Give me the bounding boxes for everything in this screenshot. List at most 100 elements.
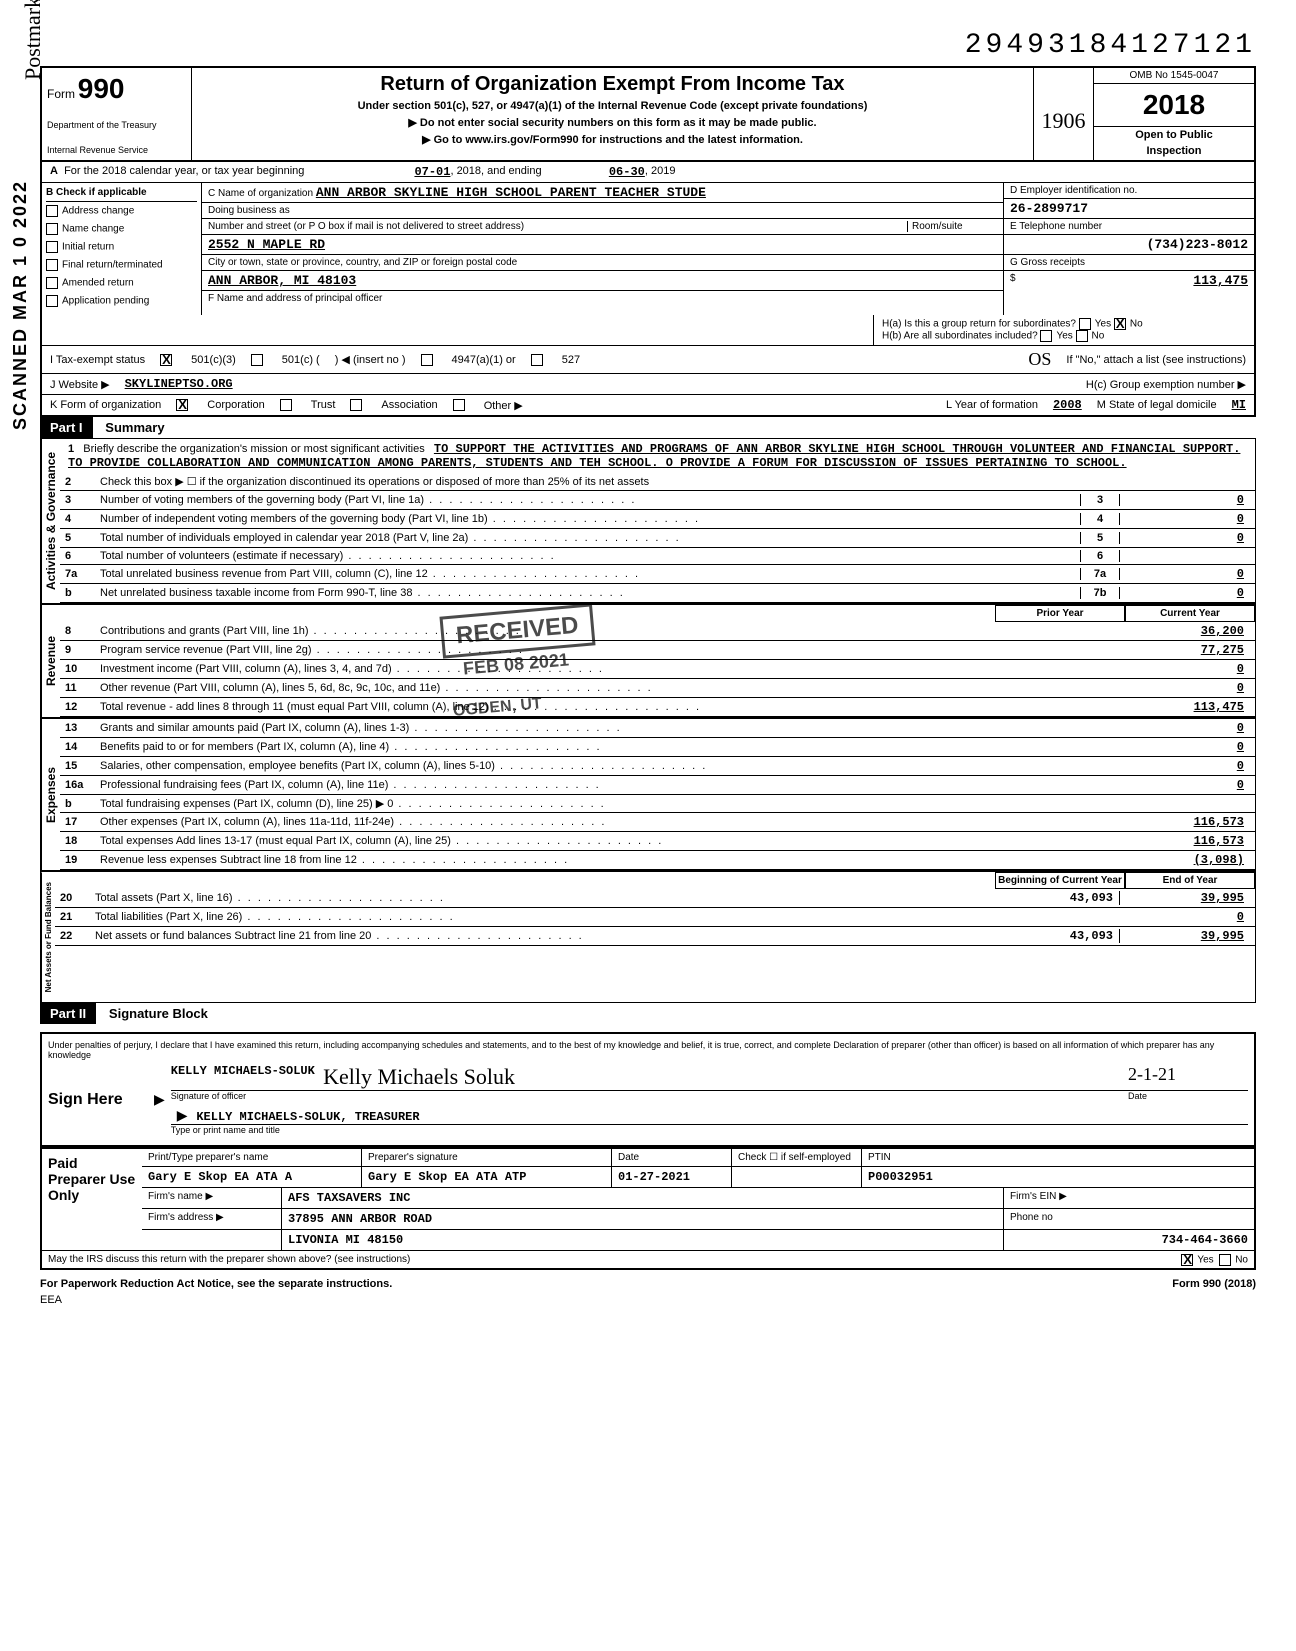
net-assets-section: Net Assets or Fund Balances Beginning of… (40, 871, 1256, 1003)
form-number: 990 (78, 73, 125, 104)
summary-line: 19Revenue less expenses Subtract line 18… (60, 851, 1255, 870)
rev-vert-label: Revenue (41, 605, 60, 717)
col-b-header: B Check if applicable (46, 187, 197, 202)
fo-corp[interactable] (176, 399, 188, 411)
fo-year: 2008 (1053, 398, 1082, 412)
footer-left: For Paperwork Reduction Act Notice, see … (40, 1278, 392, 1290)
name-label: C Name of organization (208, 188, 313, 199)
city-value: ANN ARBOR, MI 48103 (202, 271, 1003, 291)
discuss-text: May the IRS discuss this return with the… (48, 1254, 410, 1265)
te-527[interactable] (531, 354, 543, 366)
gross-label: G Gross receipts (1004, 255, 1254, 271)
summary-line: 4Number of independent voting members of… (60, 510, 1255, 529)
section-b-f: B Check if applicable Address changeName… (40, 183, 1256, 315)
firm-ein-label: Firm's EIN ▶ (1004, 1188, 1254, 1208)
summary-line: 6Total number of volunteers (estimate if… (60, 548, 1255, 565)
expenses-section: Expenses 13Grants and similar amounts pa… (40, 718, 1256, 871)
summary-line: 20Total assets (Part X, line 16)43,09339… (55, 889, 1255, 908)
part1-label: Part I (40, 417, 93, 438)
discuss-no-label: No (1235, 1255, 1248, 1266)
hb-yes[interactable] (1040, 330, 1052, 342)
dba-label: Doing business as (202, 203, 1003, 219)
officer-typed: KELLY MICHAELS-SOLUK (171, 1064, 315, 1090)
summary-line: 22Net assets or fund balances Subtract l… (55, 927, 1255, 946)
revenue-section: RECEIVED FEB 08 2021 OGDEN, UT Revenue P… (40, 604, 1256, 718)
h-section: H(a) Is this a group return for subordin… (40, 315, 1256, 346)
city-label: City or town, state or province, country… (202, 255, 1003, 271)
te-4947[interactable] (421, 354, 433, 366)
line1-label: 1 (68, 443, 74, 455)
phone-label: E Telephone number (1004, 219, 1254, 235)
form-org-row: K Form of organization Corporation Trust… (40, 395, 1256, 417)
summary-line: 18Total expenses Add lines 13-17 (must e… (60, 832, 1255, 851)
firm-label: Firm's name ▶ (142, 1188, 282, 1208)
summary-line: 8Contributions and grants (Part VIII, li… (60, 622, 1255, 641)
summary-line: 3Number of voting members of the governi… (60, 491, 1255, 510)
ha-no[interactable] (1114, 318, 1126, 330)
hb-label: H(b) Are all subordinates included? (882, 331, 1038, 342)
summary-line: 14Benefits paid to or for members (Part … (60, 738, 1255, 757)
ha-yes[interactable] (1079, 318, 1091, 330)
subtitle-1: Under section 501(c), 527, or 4947(a)(1)… (197, 100, 1028, 112)
summary-line: 9Program service revenue (Part VIII, lin… (60, 641, 1255, 660)
yes-label-2: Yes (1056, 331, 1072, 342)
fo-opt2: Association (381, 399, 437, 411)
prep-h1: Print/Type preparer's name (142, 1149, 362, 1166)
te-501c3[interactable] (160, 354, 172, 366)
checkbox-amended-return[interactable] (46, 277, 58, 289)
fo-trust[interactable] (280, 399, 292, 411)
hc-label: H(c) Group exemption number ▶ (1086, 378, 1246, 391)
sign-here-label: Sign Here (48, 1091, 148, 1109)
name-title-label: Type or print name and title (171, 1125, 1248, 1135)
checkbox-initial-return[interactable] (46, 241, 58, 253)
fo-opt3: Other ▶ (484, 399, 523, 412)
prior-year-hdr: Prior Year (995, 605, 1125, 622)
te-opt2: 501(c) ( (282, 354, 320, 366)
fo-assoc[interactable] (350, 399, 362, 411)
te-insert: ) ◀ (insert no ) (335, 353, 406, 366)
discuss-yes[interactable] (1181, 1254, 1193, 1266)
te-501c[interactable] (251, 354, 263, 366)
checkbox-name-change[interactable] (46, 223, 58, 235)
row-a-text2: , 2018, and ending (450, 165, 541, 179)
checkbox-application-pending[interactable] (46, 295, 58, 307)
officer-signature: Kelly Michaels Soluk (323, 1064, 1128, 1090)
dept-treasury: Department of the Treasury (47, 120, 186, 130)
colb-item: Address change (62, 206, 134, 217)
part2-title: Signature Block (99, 1003, 218, 1024)
hb-no[interactable] (1076, 330, 1088, 342)
discuss-no[interactable] (1219, 1254, 1231, 1266)
te-opt4: 527 (562, 354, 580, 366)
summary-line: 5Total number of individuals employed in… (60, 529, 1255, 548)
row-a-text3: , 2019 (645, 165, 676, 179)
summary-line: 10Investment income (Part VIII, column (… (60, 660, 1255, 679)
boy-hdr: Beginning of Current Year (995, 872, 1125, 889)
footer-right: Form 990 (2018) (1172, 1278, 1256, 1290)
row-a-label: A (50, 165, 58, 179)
te-opt3: 4947(a)(1) or (452, 354, 516, 366)
row-a-text1: For the 2018 calendar year, or tax year … (64, 165, 304, 179)
checkbox-final-return/terminated[interactable] (46, 259, 58, 271)
firm-addr2: LIVONIA MI 48150 (282, 1230, 1004, 1250)
checkbox-address-change[interactable] (46, 205, 58, 217)
row-a-end: 06-30 (609, 165, 645, 179)
firm-phone-label: Phone no (1004, 1209, 1254, 1229)
summary-line: bTotal fundraising expenses (Part IX, co… (60, 795, 1255, 813)
preparer-name: Gary E Skop EA ATA A (142, 1167, 362, 1187)
summary-line: 7aTotal unrelated business revenue from … (60, 565, 1255, 584)
title-block: Form 990 Department of the Treasury Inte… (40, 66, 1256, 162)
scanned-stamp: SCANNED MAR 1 0 2022 (10, 180, 31, 430)
summary-line: bNet unrelated business taxable income f… (60, 584, 1255, 603)
website-label: J Website ▶ (50, 378, 110, 391)
dept-irs: Internal Revenue Service (47, 145, 186, 155)
na-vert-label: Net Assets or Fund Balances (41, 872, 55, 1002)
firm-addr-label: Firm's address ▶ (142, 1209, 282, 1229)
fo-year-label: L Year of formation (946, 399, 1038, 411)
h-note: If "No," attach a list (see instructions… (1066, 354, 1246, 366)
fo-state: MI (1232, 398, 1246, 412)
hw-1906: 1906 (1034, 68, 1094, 160)
open-public-2: Inspection (1094, 143, 1254, 159)
fo-other[interactable] (453, 399, 465, 411)
fo-opt0: Corporation (207, 399, 264, 411)
row-a: A For the 2018 calendar year, or tax yea… (40, 162, 1256, 183)
